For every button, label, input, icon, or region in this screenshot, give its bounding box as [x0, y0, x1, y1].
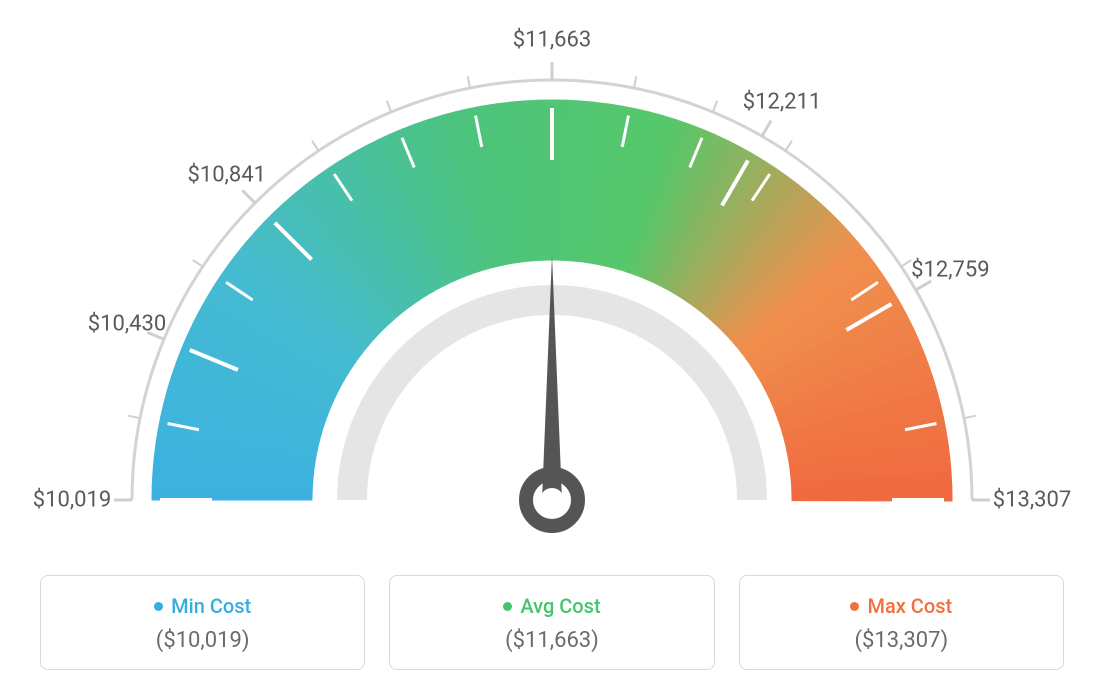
gauge-tick-label: $12,211 [743, 89, 822, 114]
gauge-tick-label: $12,759 [911, 258, 990, 283]
min-cost-title: Min Cost [154, 594, 251, 618]
gauge-tick-label: $11,663 [513, 28, 592, 53]
dot-icon [850, 602, 859, 611]
avg-cost-card: Avg Cost ($11,663) [389, 575, 714, 670]
avg-cost-value: ($11,663) [400, 628, 703, 653]
avg-cost-label: Avg Cost [520, 594, 600, 618]
gauge-tick-label: $10,430 [88, 311, 167, 336]
max-cost-value: ($13,307) [750, 628, 1053, 653]
dot-icon [503, 602, 512, 611]
dot-icon [154, 602, 163, 611]
gauge-tick-label: $10,841 [187, 162, 266, 187]
min-cost-card: Min Cost ($10,019) [40, 575, 365, 670]
min-cost-value: ($10,019) [51, 628, 354, 653]
gauge-tick-label: $10,019 [33, 488, 112, 513]
avg-cost-title: Avg Cost [503, 594, 600, 618]
gauge-chart: $10,019 $10,430 $10,841 $11,663 $12,211 $12,7… [0, 0, 1104, 560]
summary-cards: Min Cost ($10,019) Avg Cost ($11,663) Ma… [0, 575, 1104, 670]
max-cost-label: Max Cost [867, 594, 952, 618]
gauge-tick-label: $13,307 [993, 488, 1072, 513]
min-cost-label: Min Cost [171, 594, 251, 618]
max-cost-card: Max Cost ($13,307) [739, 575, 1064, 670]
max-cost-title: Max Cost [850, 594, 952, 618]
